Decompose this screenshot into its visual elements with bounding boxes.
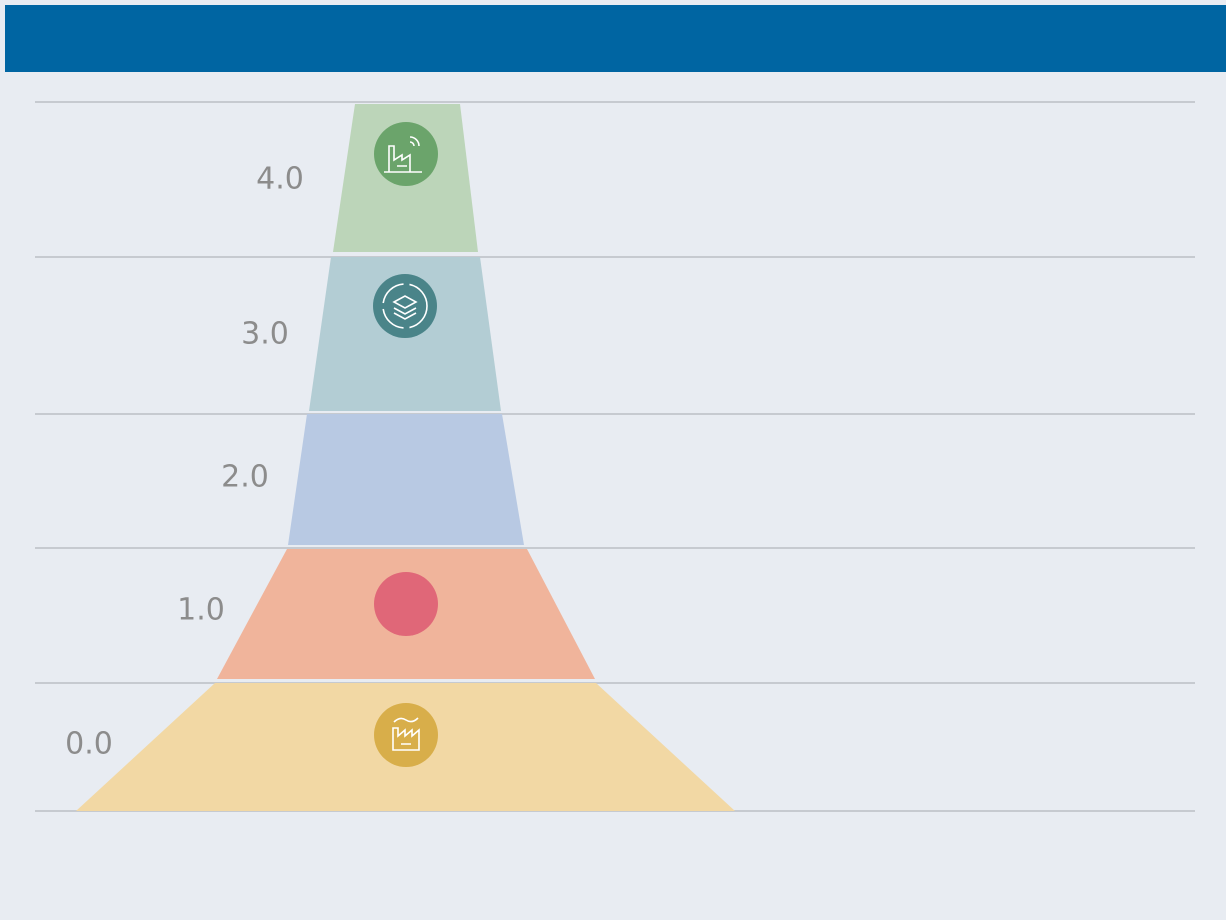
tier-2 <box>288 414 524 545</box>
icon-smart-factory <box>374 122 438 186</box>
icon-cycle-layers <box>373 274 437 338</box>
level-label: 4.0 <box>256 162 304 197</box>
level-label: 1.0 <box>177 593 225 628</box>
icon-factory <box>374 703 438 767</box>
level-label: 2.0 <box>221 460 269 495</box>
header-bar <box>5 5 1226 72</box>
icon-dot <box>374 572 438 636</box>
level-label: 0.0 <box>65 727 113 762</box>
level-label: 3.0 <box>241 317 289 352</box>
